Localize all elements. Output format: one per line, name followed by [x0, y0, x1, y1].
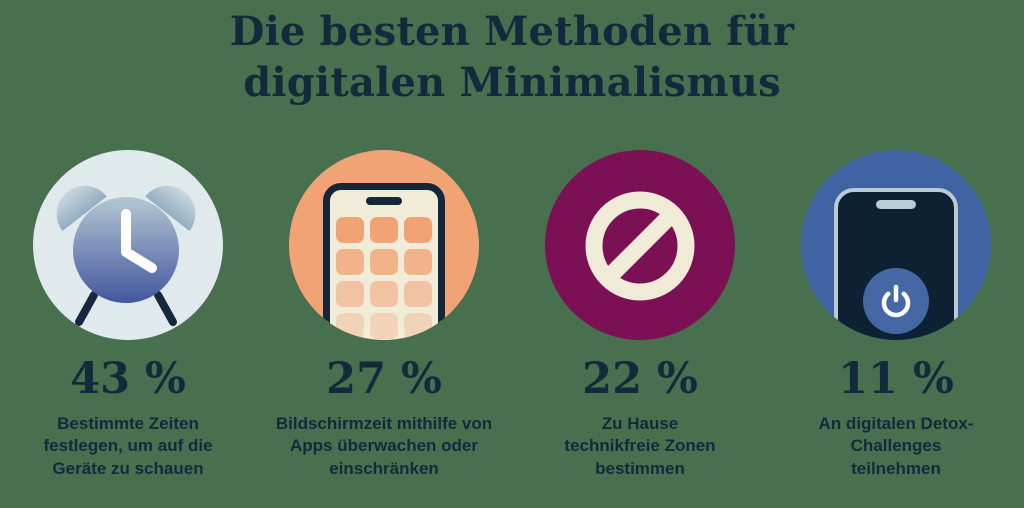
- stat-percent: 11 %: [838, 354, 954, 405]
- app-tile: [404, 313, 432, 340]
- stat-circle-power: [801, 150, 991, 341]
- stat-column-detox-challenges: 11 % An digitalen Detox- Challenges teilne…: [768, 150, 1024, 480]
- stat-label-line: Bestimmte Zeiten: [57, 413, 199, 433]
- stat-column-tech-free-zones: 22 % Zu Hause technikfreie Zonen bestimmen: [512, 150, 768, 480]
- stat-label-line: bestimmen: [595, 458, 685, 478]
- stat-circle-ban: [545, 150, 735, 341]
- app-tile: [370, 313, 398, 340]
- phone-app-grid-icon: [323, 183, 445, 341]
- power-button-circle: [863, 268, 929, 335]
- stat-circle-apps: [289, 150, 479, 341]
- stat-label-line: teilnehmen: [851, 458, 941, 478]
- app-tile: [404, 281, 432, 308]
- phone-speaker-notch: [876, 200, 916, 210]
- alarm-bell-left: [56, 186, 107, 232]
- power-arc: [881, 291, 911, 318]
- app-tile: [336, 217, 364, 244]
- stat-percent: 22 %: [582, 354, 698, 405]
- stat-column-fixed-times: 43 % Bestimmte Zeiten festlegen, um auf d…: [0, 150, 256, 480]
- stat-column-screen-time-apps: 27 % Bildschirmzeit mithilfe von Apps übe…: [256, 150, 512, 480]
- stat-label: An digitalen Detox- Challenges teilnehmen: [819, 413, 974, 480]
- stats-row: 43 % Bestimmte Zeiten festlegen, um auf d…: [0, 150, 1024, 480]
- infographic-canvas: Die besten Methoden für digitalen Minimal…: [0, 6, 1024, 508]
- stat-label-line: Zu Hause: [601, 413, 679, 433]
- app-tile: [370, 281, 398, 308]
- title-line-2: digitalen Minimalismus: [243, 59, 781, 107]
- stat-label: Bildschirmzeit mithilfe von Apps überwach…: [276, 413, 492, 480]
- stat-label-line: Apps überwachen oder: [290, 436, 478, 456]
- stat-percent: 27 %: [326, 354, 442, 405]
- phone-power-off-icon: [834, 188, 958, 341]
- stat-label-line: technikfreie Zonen: [564, 436, 716, 456]
- stat-percent: 43 %: [70, 354, 186, 405]
- stat-label-line: Geräte zu schauen: [52, 458, 204, 478]
- clock-hands: [121, 209, 157, 274]
- stat-label-line: Bildschirmzeit mithilfe von: [275, 413, 493, 433]
- page-title: Die besten Methoden für digitalen Minimal…: [0, 6, 1024, 108]
- app-tile: [404, 217, 432, 244]
- prohibition-sign-icon: [585, 191, 695, 301]
- alarm-clock-icon: [56, 186, 196, 327]
- app-tile: [370, 249, 398, 276]
- stat-label-line: An digitalen Detox-: [818, 413, 974, 433]
- ban-slash: [599, 206, 681, 287]
- app-tile: [336, 313, 364, 340]
- alarm-leg-right: [154, 291, 177, 327]
- stat-label-line: Challenges: [850, 436, 942, 456]
- stat-label-line: einschränken: [329, 458, 439, 478]
- app-tile: [404, 249, 432, 276]
- alarm-leg-left: [75, 291, 98, 327]
- stat-label-line: festlegen, um auf die: [43, 436, 213, 456]
- stat-label: Zu Hause technikfreie Zonen bestimmen: [564, 413, 715, 480]
- alarm-bell-right: [145, 186, 196, 232]
- title-line-1: Die besten Methoden für: [229, 8, 795, 55]
- app-tile: [336, 281, 364, 308]
- stat-circle-alarm: [33, 150, 223, 341]
- app-tile: [336, 249, 364, 276]
- power-icon: [881, 285, 911, 318]
- app-grid: [330, 217, 438, 340]
- app-tile: [370, 217, 398, 244]
- ban-ring: [585, 191, 695, 301]
- stat-label: Bestimmte Zeiten festlegen, um auf die Ger…: [43, 413, 212, 480]
- phone-speaker-notch: [366, 197, 402, 206]
